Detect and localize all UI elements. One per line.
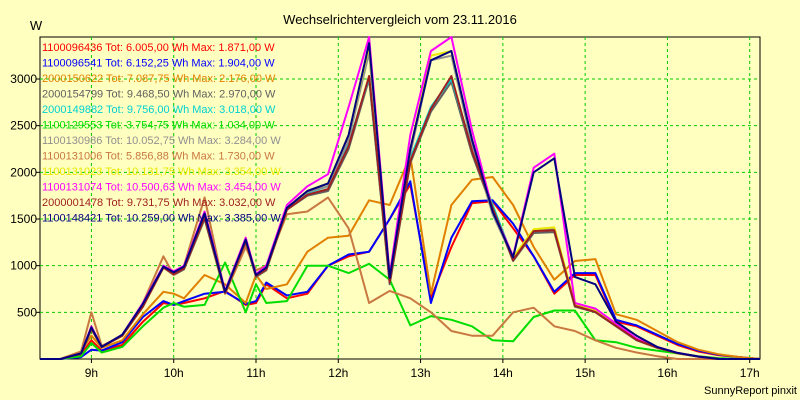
x-tick-label: 10h xyxy=(164,366,184,380)
legend-entry-2000150622: 2000150622 Tot: 7.087,75 Wh Max: 2.176,0… xyxy=(42,73,276,85)
legend-entry-2000001478: 2000001478 Tot: 9.731,75 Wh Max: 3.032,0… xyxy=(42,197,276,209)
legend-entry-2000149882: 2000149882 Tot: 9.756,00 Wh Max: 3.018,0… xyxy=(42,104,276,116)
series-line-1100148421 xyxy=(40,42,760,360)
legend-entry-1100148421: 1100148421 Tot: 10.259,00 Wh Max: 3.385,… xyxy=(42,213,281,225)
x-tick-label: 13h xyxy=(411,366,431,380)
footer-credit: SunnyReport pinxit xyxy=(704,385,797,397)
legend-entry-1100096541: 1100096541 Tot: 6.152,25 Wh Max: 1.904,0… xyxy=(42,58,275,70)
y-tick-label: 2500 xyxy=(10,119,37,133)
legend-entry-1100131006: 1100131006 Tot: 5.856,88 Wh Max: 1.730,0… xyxy=(42,151,275,163)
legend: 1100096436 Tot: 6.005,00 Wh Max: 1.871,0… xyxy=(42,42,281,225)
series-line-2000001478 xyxy=(40,75,760,360)
legend-entry-1100131074: 1100131074 Tot: 10.500,63 Wh Max: 3.454,… xyxy=(42,182,281,194)
y-tick-label: 1000 xyxy=(10,259,37,273)
y-tick-label: 2000 xyxy=(10,165,37,179)
x-tick-label: 17h xyxy=(740,366,760,380)
x-tick-label: 12h xyxy=(328,366,348,380)
x-tick-label: 11h xyxy=(246,366,265,380)
y-tick-label: 500 xyxy=(17,305,37,319)
legend-entry-2000154799: 2000154799 Tot: 9.468,50 Wh Max: 2.970,0… xyxy=(42,89,276,101)
y-tick-label: 1500 xyxy=(10,212,37,226)
series-line-1100129553 xyxy=(40,261,760,360)
series-line-1100131006 xyxy=(40,196,760,360)
y-tick-label: 3000 xyxy=(10,72,37,86)
x-tick-label: 14h xyxy=(493,366,513,380)
legend-entry-1100131023: 1100131023 Tot: 10.131,75 Wh Max: 3.354,… xyxy=(42,166,281,178)
legend-entry-1100096436: 1100096436 Tot: 6.005,00 Wh Max: 1.871,0… xyxy=(42,42,275,54)
series-line-2000150622 xyxy=(40,154,761,360)
chart-title: Wechselrichtervergleich vom 23.11.2016 xyxy=(283,12,517,27)
legend-entry-1100129553: 1100129553 Tot: 3.754,75 Wh Max: 1.034,0… xyxy=(42,120,275,132)
y-axis-label: W xyxy=(30,18,43,33)
axis-ticks: 9h 10h 11h 12h 13h 14h 15h 16h 17h 500 1000 1500 200… xyxy=(10,72,759,380)
legend-entry-1100130986: 1100130986 Tot: 10.052,75 Wh Max: 3.284,… xyxy=(42,135,281,147)
x-tick-label: 15h xyxy=(575,366,595,380)
x-tick-label: 16h xyxy=(657,366,677,380)
series-line-1100096541 xyxy=(40,180,761,360)
series-layer xyxy=(40,36,761,360)
x-tick-label: 9h xyxy=(85,366,98,380)
